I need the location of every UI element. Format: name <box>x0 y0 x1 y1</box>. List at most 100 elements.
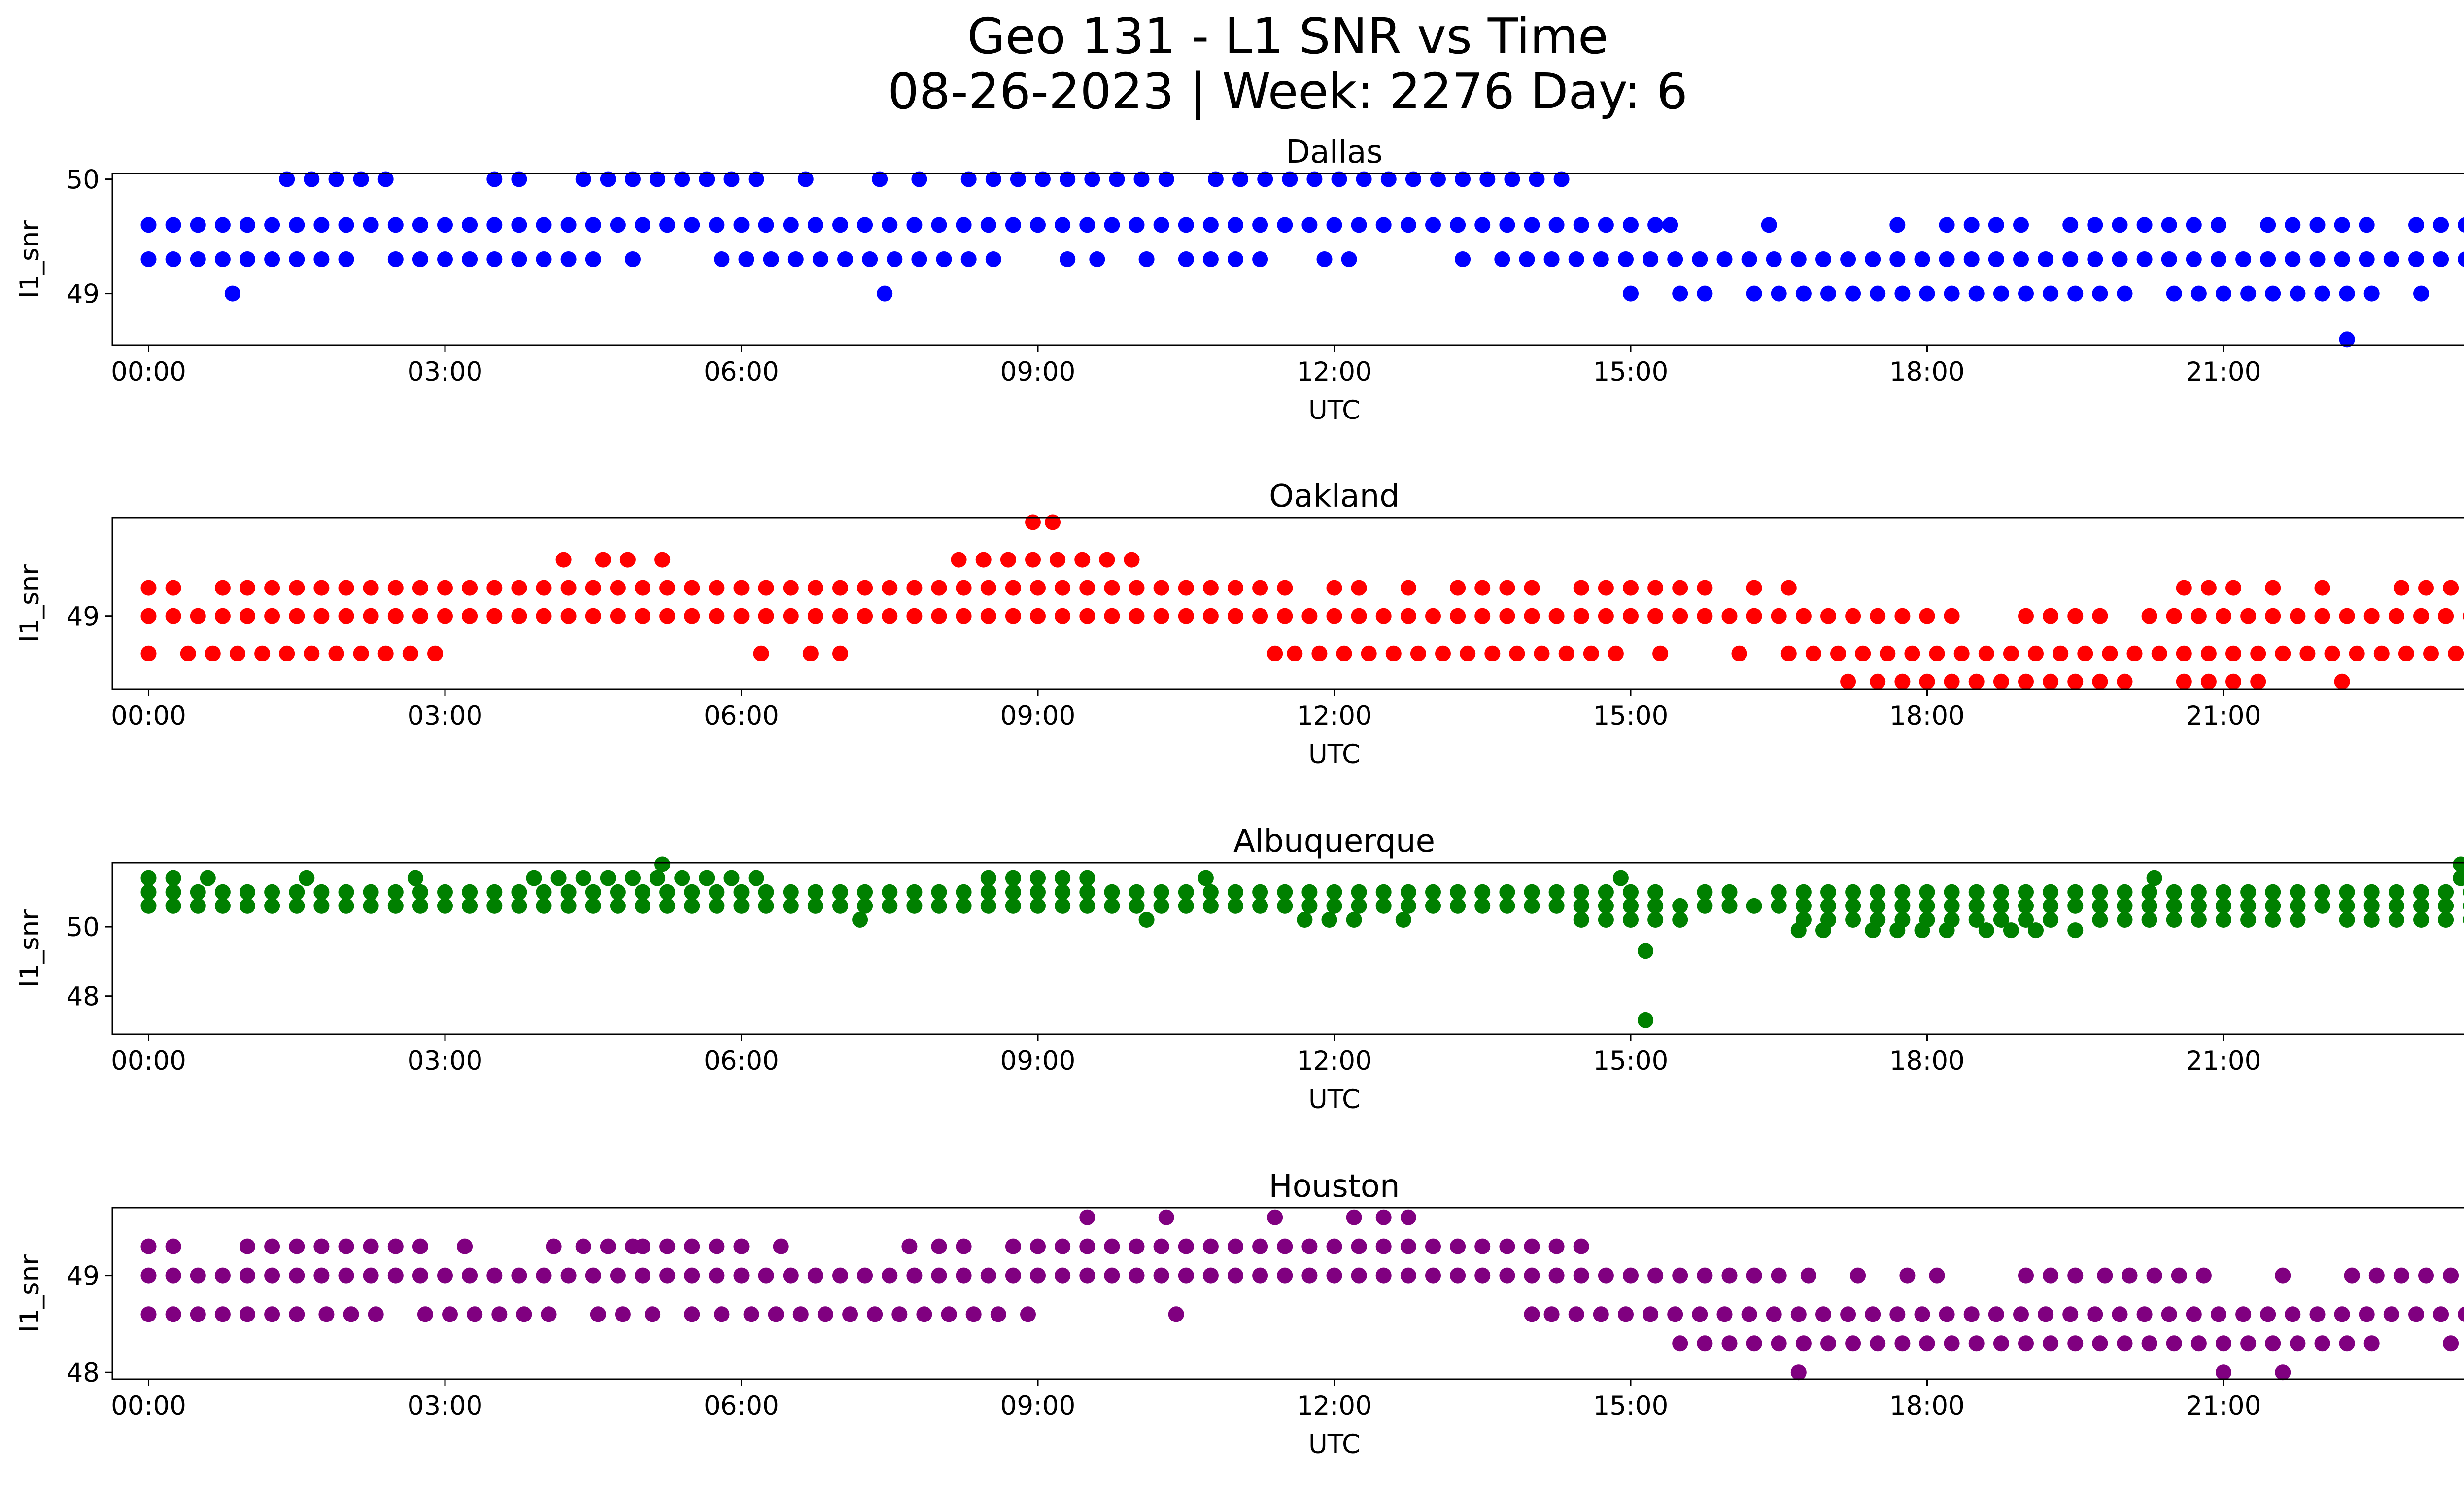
data-point <box>956 898 972 914</box>
data-point <box>511 608 527 624</box>
data-point <box>2216 1364 2231 1381</box>
data-point <box>437 1267 453 1284</box>
data-point <box>1326 898 1342 914</box>
data-point <box>1623 608 1639 624</box>
y-axis-label: l1_snr <box>15 909 45 987</box>
data-point <box>1746 285 1762 302</box>
data-point <box>2359 1306 2375 1322</box>
data-point <box>2260 1306 2276 1322</box>
data-point <box>2458 1306 2464 1322</box>
data-point <box>279 171 295 187</box>
data-point <box>832 1267 848 1284</box>
data-point <box>1598 898 1614 914</box>
data-point <box>338 898 354 914</box>
data-point <box>684 884 700 900</box>
data-point <box>600 870 616 886</box>
data-point <box>2216 898 2231 914</box>
data-point <box>1351 580 1367 596</box>
data-point <box>743 1306 759 1322</box>
data-point <box>1548 898 1565 914</box>
data-point <box>1638 943 1654 959</box>
x-tick-label: 03:00 <box>408 1391 483 1421</box>
data-point <box>1282 171 1298 187</box>
data-point <box>417 1306 433 1322</box>
data-point <box>1746 898 1762 914</box>
data-point <box>1228 884 1243 900</box>
data-point <box>2418 580 2434 596</box>
data-point <box>313 608 330 624</box>
data-point <box>1499 1238 1515 1254</box>
data-point <box>214 1306 231 1322</box>
data-point <box>387 1267 404 1284</box>
data-point <box>1202 608 1219 624</box>
data-point <box>1978 645 1994 661</box>
data-point <box>1820 884 1836 900</box>
data-point <box>560 898 577 914</box>
data-point <box>1385 645 1402 661</box>
data-point <box>906 608 923 624</box>
data-point <box>437 898 453 914</box>
data-point <box>180 645 196 661</box>
data-point <box>437 608 453 624</box>
data-point <box>190 608 206 624</box>
data-point <box>2018 608 2034 624</box>
data-point <box>807 884 823 900</box>
data-point <box>2408 217 2424 233</box>
data-point <box>960 251 977 267</box>
data-point <box>2117 884 2133 900</box>
data-point <box>2265 898 2281 914</box>
data-point <box>1830 645 1846 661</box>
data-point <box>1795 1335 1812 1352</box>
data-point <box>1968 912 1985 928</box>
data-point <box>2067 1267 2084 1284</box>
data-point <box>857 217 873 233</box>
data-point <box>338 1238 354 1254</box>
x-tick-label: 15:00 <box>1593 357 1669 387</box>
data-point <box>1301 1267 1318 1284</box>
data-point <box>2211 251 2226 267</box>
data-point <box>2092 1335 2108 1352</box>
data-point <box>872 171 888 187</box>
data-point <box>635 580 650 596</box>
data-point <box>1055 1267 1071 1284</box>
data-point <box>585 898 601 914</box>
data-point <box>1030 884 1046 900</box>
data-point <box>412 580 428 596</box>
data-point <box>1697 580 1713 596</box>
data-point <box>1618 1306 1634 1322</box>
data-point <box>1647 898 1664 914</box>
data-point <box>1060 171 1076 187</box>
data-point <box>906 884 923 900</box>
data-point <box>2433 217 2449 233</box>
data-point <box>684 1306 700 1322</box>
data-point <box>1198 870 1214 886</box>
data-point <box>1109 171 1125 187</box>
data-point <box>1721 1335 1738 1352</box>
data-point <box>807 608 823 624</box>
data-point <box>2260 251 2276 267</box>
data-point <box>2383 1306 2399 1322</box>
data-point <box>1055 580 1071 596</box>
data-point <box>1914 251 1930 267</box>
data-point <box>1079 884 1095 900</box>
data-point <box>1815 251 1831 267</box>
data-point <box>2443 1267 2459 1284</box>
data-point <box>140 1238 157 1254</box>
data-point <box>1474 580 1491 596</box>
data-point <box>1968 673 1985 690</box>
data-point <box>338 884 354 900</box>
data-point <box>2324 645 2340 661</box>
data-point <box>1697 1267 1713 1284</box>
data-point <box>511 171 527 187</box>
data-point <box>526 870 542 886</box>
data-point <box>1030 1267 1046 1284</box>
data-point <box>619 552 636 568</box>
data-point <box>783 580 799 596</box>
data-point <box>699 171 715 187</box>
subplot-title: Oakland <box>1269 478 1400 515</box>
data-point <box>486 898 503 914</box>
x-tick-label: 09:00 <box>1000 357 1076 387</box>
data-point <box>1228 251 1243 267</box>
data-point <box>2166 608 2182 624</box>
